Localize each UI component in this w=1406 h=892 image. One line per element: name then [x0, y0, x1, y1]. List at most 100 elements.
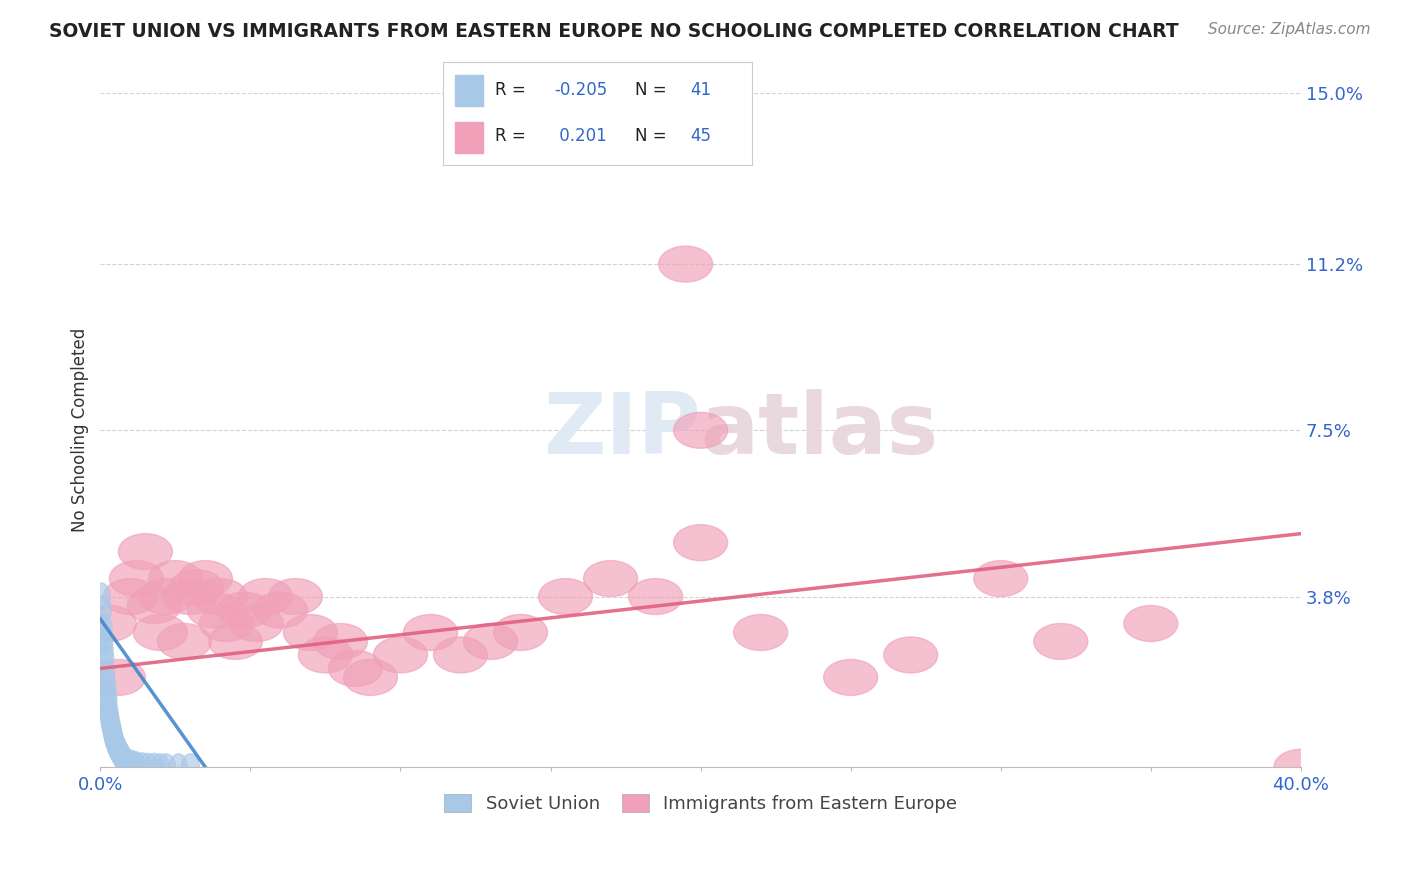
Ellipse shape	[104, 579, 157, 615]
Ellipse shape	[105, 728, 124, 755]
Ellipse shape	[112, 742, 131, 769]
Ellipse shape	[105, 725, 122, 752]
Ellipse shape	[218, 592, 271, 628]
Ellipse shape	[93, 597, 111, 624]
Ellipse shape	[104, 720, 122, 747]
Ellipse shape	[101, 711, 120, 738]
Bar	[456, 75, 484, 105]
Ellipse shape	[734, 615, 787, 650]
Ellipse shape	[884, 637, 938, 673]
Ellipse shape	[208, 624, 263, 659]
Ellipse shape	[284, 615, 337, 650]
Ellipse shape	[134, 753, 152, 780]
Ellipse shape	[101, 709, 120, 736]
Ellipse shape	[494, 615, 547, 650]
Ellipse shape	[179, 560, 232, 597]
Text: atlas: atlas	[700, 389, 939, 472]
Text: N =: N =	[634, 81, 666, 99]
Ellipse shape	[97, 673, 115, 700]
Text: 41: 41	[690, 81, 711, 99]
Ellipse shape	[169, 570, 224, 606]
Ellipse shape	[91, 659, 145, 696]
Ellipse shape	[114, 745, 132, 772]
Ellipse shape	[152, 754, 169, 780]
Ellipse shape	[343, 659, 398, 696]
Text: R =: R =	[495, 81, 526, 99]
Ellipse shape	[673, 412, 728, 449]
Ellipse shape	[110, 560, 163, 597]
Ellipse shape	[128, 752, 145, 779]
Ellipse shape	[404, 615, 457, 650]
Ellipse shape	[239, 579, 292, 615]
Ellipse shape	[329, 650, 382, 686]
Ellipse shape	[269, 579, 322, 615]
Ellipse shape	[181, 754, 200, 780]
Text: N =: N =	[634, 128, 666, 145]
Ellipse shape	[100, 696, 118, 723]
Ellipse shape	[93, 624, 111, 650]
Ellipse shape	[374, 637, 427, 673]
Ellipse shape	[1274, 749, 1327, 785]
Ellipse shape	[314, 624, 367, 659]
Ellipse shape	[124, 751, 142, 778]
Ellipse shape	[107, 731, 125, 758]
Ellipse shape	[1123, 606, 1178, 641]
Ellipse shape	[96, 646, 114, 673]
Ellipse shape	[97, 659, 114, 686]
Ellipse shape	[104, 723, 122, 749]
Text: 45: 45	[690, 128, 711, 145]
Ellipse shape	[94, 628, 112, 655]
Ellipse shape	[194, 579, 247, 615]
Ellipse shape	[139, 579, 194, 615]
Ellipse shape	[97, 668, 115, 696]
Ellipse shape	[134, 615, 187, 650]
Ellipse shape	[824, 659, 877, 696]
Ellipse shape	[108, 734, 127, 761]
Ellipse shape	[96, 637, 114, 664]
Ellipse shape	[253, 592, 308, 628]
Ellipse shape	[103, 714, 121, 741]
Text: Source: ZipAtlas.com: Source: ZipAtlas.com	[1208, 22, 1371, 37]
Text: 0.201: 0.201	[554, 128, 607, 145]
Ellipse shape	[128, 588, 181, 624]
Text: ZIP: ZIP	[543, 389, 700, 472]
Ellipse shape	[110, 737, 128, 764]
Text: SOVIET UNION VS IMMIGRANTS FROM EASTERN EUROPE NO SCHOOLING COMPLETED CORRELATIO: SOVIET UNION VS IMMIGRANTS FROM EASTERN …	[49, 22, 1178, 41]
Ellipse shape	[83, 606, 136, 641]
Ellipse shape	[115, 747, 134, 774]
Ellipse shape	[974, 560, 1028, 597]
Text: -0.205: -0.205	[554, 81, 607, 99]
Ellipse shape	[145, 754, 163, 780]
Ellipse shape	[658, 246, 713, 282]
Ellipse shape	[139, 754, 157, 780]
Ellipse shape	[169, 754, 187, 780]
Ellipse shape	[187, 592, 242, 628]
Ellipse shape	[98, 681, 117, 709]
Ellipse shape	[118, 533, 173, 570]
Y-axis label: No Schooling Completed: No Schooling Completed	[72, 328, 89, 533]
Ellipse shape	[433, 637, 488, 673]
Ellipse shape	[464, 624, 517, 659]
Ellipse shape	[673, 524, 728, 560]
Ellipse shape	[163, 579, 218, 615]
Ellipse shape	[298, 637, 353, 673]
Bar	[456, 122, 484, 153]
Ellipse shape	[94, 615, 112, 641]
Ellipse shape	[200, 606, 253, 641]
Ellipse shape	[101, 705, 118, 731]
Ellipse shape	[149, 560, 202, 597]
Text: R =: R =	[495, 128, 526, 145]
Ellipse shape	[111, 739, 129, 766]
Ellipse shape	[100, 700, 118, 727]
Ellipse shape	[98, 686, 117, 714]
Ellipse shape	[583, 560, 637, 597]
Ellipse shape	[157, 624, 211, 659]
Ellipse shape	[538, 579, 592, 615]
Legend: Soviet Union, Immigrants from Eastern Europe: Soviet Union, Immigrants from Eastern Eu…	[436, 785, 966, 822]
Ellipse shape	[93, 583, 110, 610]
Ellipse shape	[157, 754, 176, 780]
Ellipse shape	[229, 606, 284, 641]
Ellipse shape	[103, 717, 121, 744]
Ellipse shape	[118, 749, 136, 776]
Ellipse shape	[628, 579, 683, 615]
